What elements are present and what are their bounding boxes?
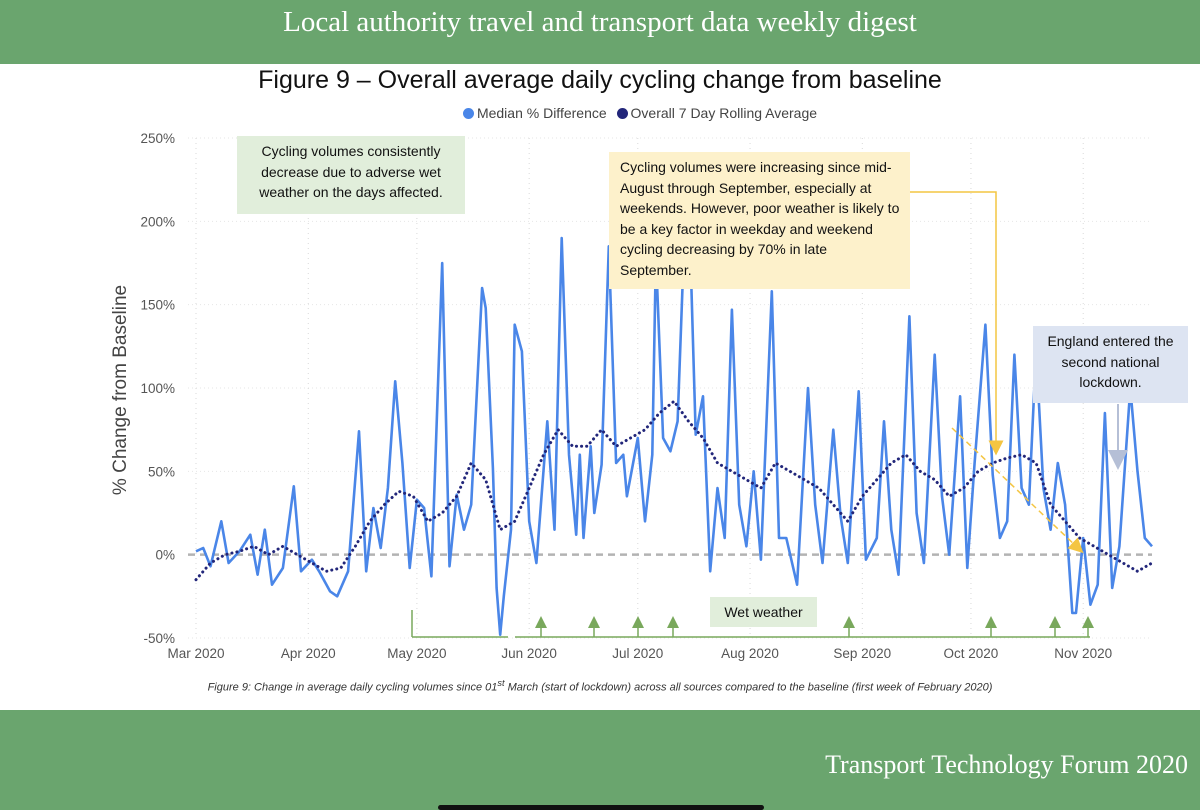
x-tick-label: Nov 2020 bbox=[1054, 646, 1112, 661]
y-tick-label: 200% bbox=[140, 214, 175, 229]
september-annotation: Cycling volumes were increasing since mi… bbox=[609, 152, 910, 289]
callout-arrows bbox=[910, 191, 1128, 554]
rain-annotation: Cycling volumes consistently decrease du… bbox=[237, 136, 465, 214]
x-tick-label: Jun 2020 bbox=[501, 646, 557, 661]
chart-title: Figure 9 – Overall average daily cycling… bbox=[258, 66, 942, 94]
y-tick-label: 250% bbox=[140, 131, 175, 146]
x-tick-label: May 2020 bbox=[387, 646, 446, 661]
y-tick-label: 50% bbox=[148, 464, 175, 479]
x-tick-label: Mar 2020 bbox=[167, 646, 224, 661]
september-callout-arrow bbox=[910, 191, 1004, 456]
x-tick-label: Sep 2020 bbox=[833, 646, 891, 661]
x-tick-label: Oct 2020 bbox=[944, 646, 999, 661]
caption-superscript: st bbox=[497, 678, 505, 688]
y-tick-label: 150% bbox=[140, 298, 175, 313]
legend-label-rolling: Overall 7 Day Rolling Average bbox=[630, 105, 818, 121]
footer-banner: Transport Technology Forum 2020 bbox=[0, 710, 1200, 810]
legend-item-rolling: Overall 7 Day Rolling Average bbox=[616, 105, 818, 121]
series-line-median bbox=[195, 186, 1153, 636]
caption-suffix: March (start of lockdown) across all sou… bbox=[504, 681, 993, 694]
x-tick-label: Aug 2020 bbox=[721, 646, 779, 661]
wet-weather-label: Wet weather bbox=[710, 597, 817, 627]
decline-trend-arrow bbox=[951, 427, 1084, 554]
digest-title: Local authority travel and transport dat… bbox=[283, 6, 917, 38]
legend-item-median: Median % Difference bbox=[462, 105, 607, 121]
footer-title: Transport Technology Forum 2020 bbox=[825, 750, 1188, 779]
legend-dot-median-icon bbox=[462, 107, 474, 119]
axis-ticks: -50% 0% 50% 100% 150% 200% 250% Mar 2020 Apr 202… bbox=[140, 131, 1112, 661]
x-tick-label: Jul 2020 bbox=[612, 646, 663, 661]
y-tick-label: 0% bbox=[155, 548, 175, 563]
cycling-chart: -50% 0% 50% 100% 150% 200% 250% Mar 2020 Apr 202… bbox=[110, 131, 1154, 661]
header-banner: Local authority travel and transport dat… bbox=[0, 0, 1200, 64]
legend-label-median: Median % Difference bbox=[476, 105, 607, 121]
chart-legend: Median % Difference Overall 7 Day Rollin… bbox=[0, 105, 1200, 122]
x-tick-label: Apr 2020 bbox=[281, 646, 336, 661]
legend-dot-rolling-icon bbox=[616, 107, 628, 119]
lockdown-annotation: England entered the second national lock… bbox=[1033, 326, 1188, 403]
caption-prefix: Figure 9: Change in average daily cyclin… bbox=[207, 681, 498, 694]
home-indicator bbox=[438, 805, 764, 810]
wet-weather-markers bbox=[411, 610, 1094, 638]
figure-caption: Figure 9: Change in average daily cyclin… bbox=[0, 678, 1200, 694]
y-axis-title: % Change from Baseline bbox=[110, 285, 131, 495]
y-tick-label: -50% bbox=[143, 631, 175, 646]
series-line-rolling-average bbox=[194, 399, 1154, 582]
y-tick-label: 100% bbox=[140, 381, 175, 396]
